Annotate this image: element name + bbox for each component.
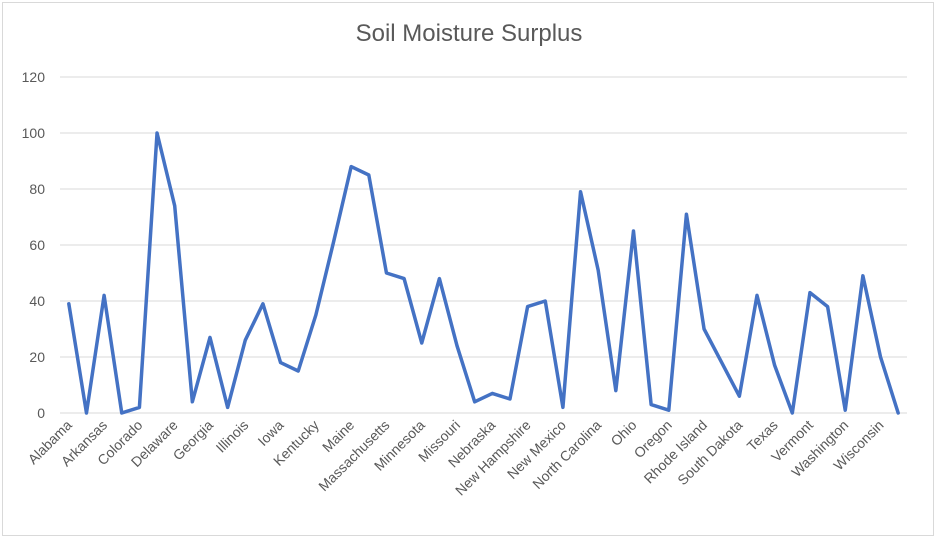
- data-point-texas: [773, 363, 777, 367]
- data-point-new-jersey: [543, 299, 547, 303]
- data-point-colorado: [137, 405, 141, 409]
- y-tick-label: 120: [22, 69, 46, 85]
- data-point-minnesota: [420, 341, 424, 345]
- data-point-virginia: [826, 305, 830, 309]
- data-point-kentucky: [314, 313, 318, 317]
- data-point-michigan: [402, 277, 406, 281]
- data-point-north-dakota: [614, 389, 618, 393]
- data-point-pennsylvania: [684, 212, 688, 216]
- data-point-illinois: [243, 338, 247, 342]
- data-point-ohio: [631, 229, 635, 233]
- data-point-montana: [473, 400, 477, 404]
- data-point-california: [120, 411, 124, 415]
- data-point-indiana: [261, 302, 265, 306]
- data-point-missouri: [455, 344, 459, 348]
- x-tick-label: Illinois: [213, 417, 252, 456]
- data-point-south-dakota: [737, 394, 741, 398]
- data-point-connecticut: [155, 131, 159, 135]
- data-point-new-mexico: [561, 405, 565, 409]
- y-tick-label: 0: [37, 405, 45, 421]
- y-tick-label: 80: [29, 181, 45, 197]
- data-point-washington: [843, 408, 847, 412]
- data-point-west-virginia: [861, 274, 865, 278]
- data-point-nevada: [508, 397, 512, 401]
- data-point-nebraska: [490, 391, 494, 395]
- y-tick-label: 20: [29, 349, 45, 365]
- data-point-delaware: [173, 204, 177, 208]
- data-point-alaska: [84, 411, 88, 415]
- data-point-wisconsin: [879, 355, 883, 359]
- data-point-louisiana: [332, 240, 336, 244]
- y-tick-label: 40: [29, 293, 45, 309]
- data-point-hawaii: [226, 405, 230, 409]
- data-point-north-carolina: [596, 268, 600, 272]
- data-point-arkansas: [102, 293, 106, 297]
- x-tick-label: Georgia: [170, 417, 217, 464]
- data-point-utah: [790, 411, 794, 415]
- data-point-rhode-island: [702, 327, 706, 331]
- chart-title: Soil Moisture Surplus: [355, 20, 583, 47]
- data-point-vermont: [808, 291, 812, 295]
- data-point-oregon: [667, 408, 671, 412]
- data-point-new-hampshire: [526, 305, 530, 309]
- y-tick-label: 60: [29, 237, 45, 253]
- series-line: [67, 131, 900, 415]
- data-point-iowa: [279, 361, 283, 365]
- data-point-south-carolina: [720, 361, 724, 365]
- data-point-maine: [349, 165, 353, 169]
- data-point-alabama: [67, 302, 71, 306]
- data-point-georgia: [208, 335, 212, 339]
- data-point-wyoming: [896, 411, 900, 415]
- data-point-maryland: [367, 173, 371, 177]
- data-point-tennessee: [755, 293, 759, 297]
- data-point-kansas: [296, 369, 300, 373]
- data-point-mississippi: [437, 277, 441, 281]
- data-point-florida: [190, 400, 194, 404]
- y-tick-label: 100: [22, 125, 46, 141]
- data-point-new-york: [579, 190, 583, 194]
- data-point-oklahoma: [649, 403, 653, 407]
- data-point-massachusetts: [384, 271, 388, 275]
